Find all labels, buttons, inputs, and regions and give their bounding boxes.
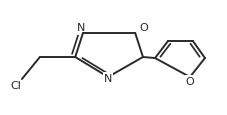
Text: O: O — [185, 76, 193, 86]
Text: Cl: Cl — [10, 80, 21, 90]
Text: O: O — [139, 23, 147, 33]
Text: N: N — [76, 23, 84, 33]
Text: N: N — [104, 73, 112, 83]
